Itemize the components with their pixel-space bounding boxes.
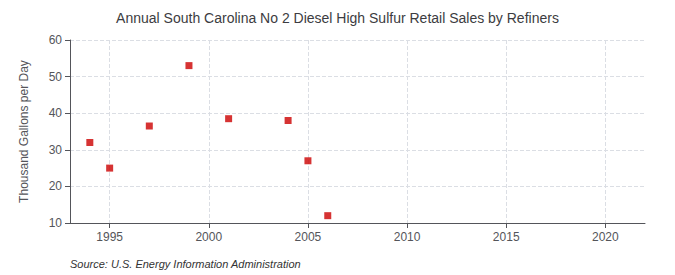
svg-text:30: 30 [49,143,63,157]
svg-text:50: 50 [49,70,63,84]
svg-text:10: 10 [49,216,63,230]
svg-text:Thousand Gallons per Day: Thousand Gallons per Day [17,60,31,203]
svg-text:40: 40 [49,106,63,120]
svg-text:20: 20 [49,179,63,193]
svg-text:2020: 2020 [592,230,619,244]
svg-text:2005: 2005 [295,230,322,244]
svg-text:60: 60 [49,33,63,47]
svg-text:Source: U.S. Energy Informatio: Source: U.S. Energy Information Administ… [70,258,301,270]
svg-text:1995: 1995 [96,230,123,244]
svg-text:2010: 2010 [394,230,421,244]
svg-text:2015: 2015 [493,230,520,244]
svg-text:2000: 2000 [195,230,222,244]
svg-text:Annual South Carolina No 2 Die: Annual South Carolina No 2 Diesel High S… [116,10,559,26]
